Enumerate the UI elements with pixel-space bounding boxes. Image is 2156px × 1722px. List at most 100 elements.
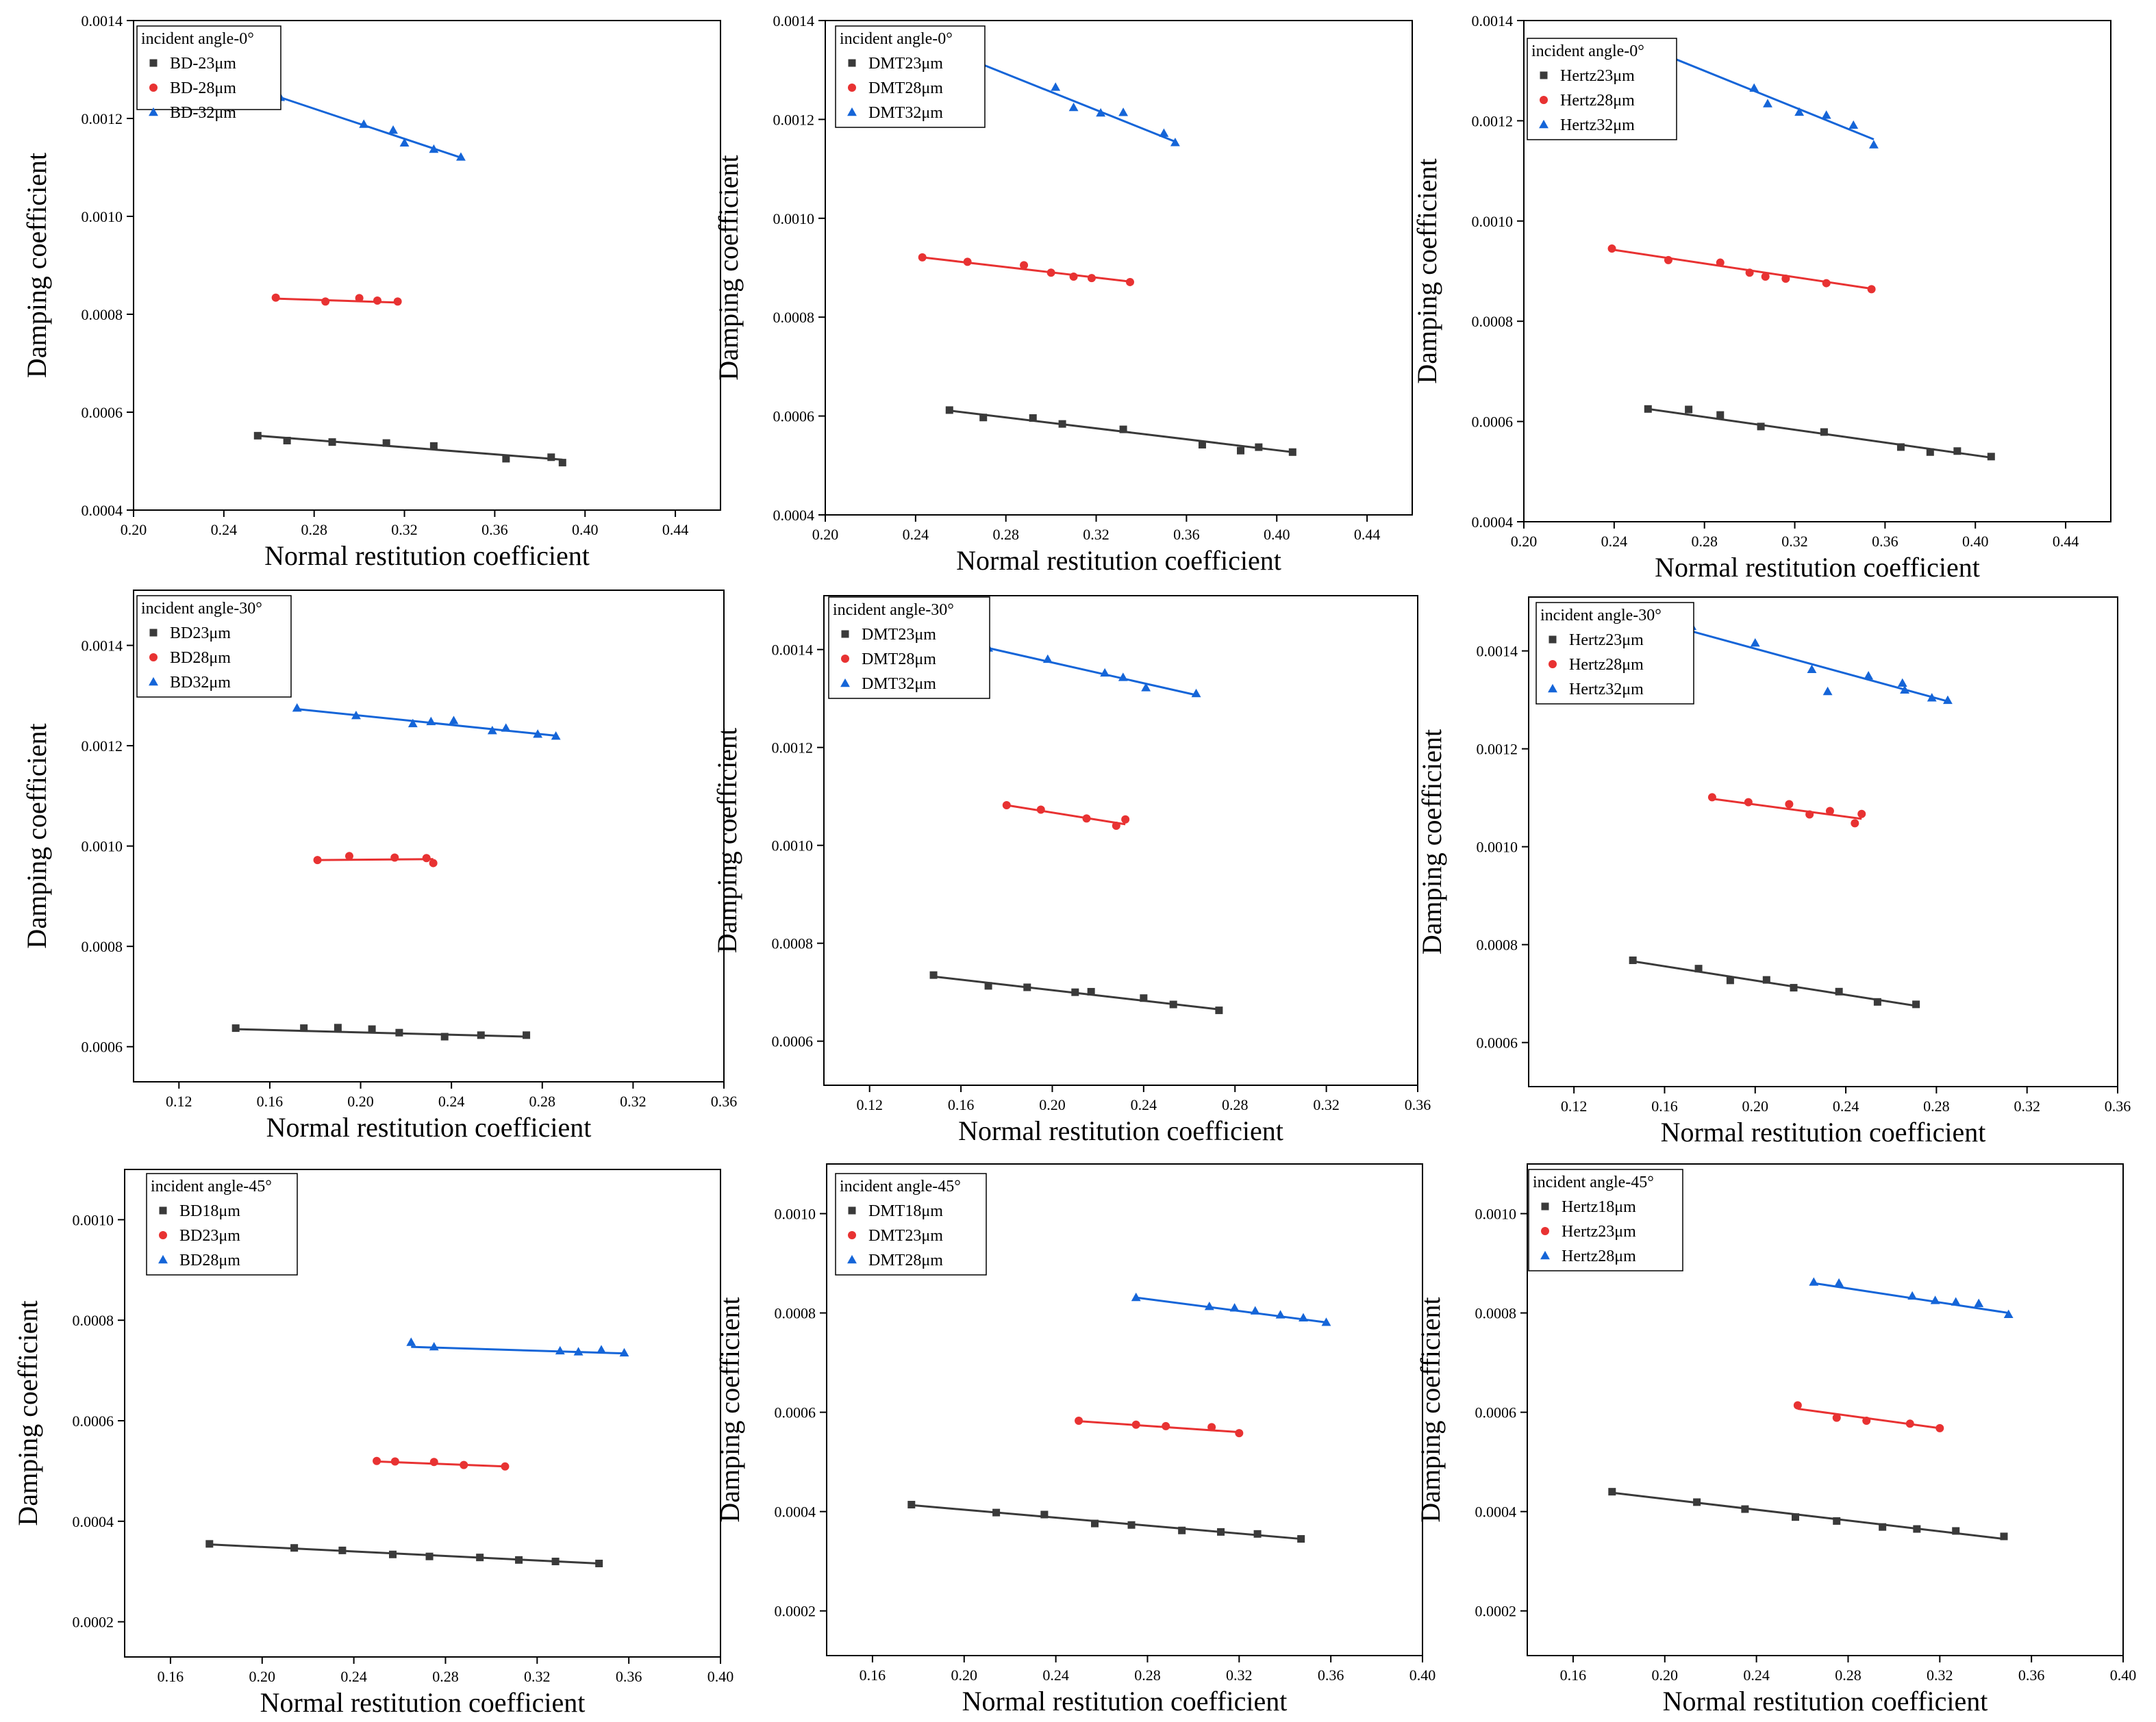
data-point-series-3 xyxy=(292,703,302,712)
data-point-series-1 xyxy=(979,414,988,422)
data-point-series-1 xyxy=(1694,965,1703,973)
data-point-series-2 xyxy=(390,853,399,862)
x-tick-label: 0.36 xyxy=(1318,1667,1344,1684)
y-tick-label: 0.0008 xyxy=(73,1312,114,1329)
x-tick-label: 0.28 xyxy=(992,526,1019,543)
data-point-series-1 xyxy=(547,453,555,461)
data-point-series-1 xyxy=(992,1508,1001,1517)
legend-marker-3 xyxy=(1539,119,1549,129)
plot-frame xyxy=(133,590,725,1082)
y-tick-label: 0.0012 xyxy=(82,737,123,755)
legend-marker-3 xyxy=(1548,683,1557,693)
y-tick-label: 0.0010 xyxy=(73,1211,114,1228)
data-point-series-1 xyxy=(1236,446,1244,455)
data-point-series-1 xyxy=(1071,988,1079,996)
data-point-series-3 xyxy=(1321,1317,1331,1326)
legend-box xyxy=(835,1173,987,1276)
legend-label: DMT32μm xyxy=(868,104,943,122)
data-point-series-2 xyxy=(355,294,364,303)
data-point-series-3 xyxy=(408,718,418,728)
data-point-series-1 xyxy=(1087,987,1095,996)
x-tick-label: 0.28 xyxy=(529,1093,556,1110)
legend-box xyxy=(136,25,281,110)
fit-line-3 xyxy=(1670,56,1875,140)
data-point-series-3 xyxy=(555,1345,565,1355)
y-tick-label: 0.0006 xyxy=(773,408,815,425)
data-point-series-3 xyxy=(1118,672,1128,681)
data-point-series-3 xyxy=(1821,110,1831,119)
data-point-series-3 xyxy=(1834,1278,1844,1287)
y-tick-label: 0.0008 xyxy=(773,309,815,326)
legend-label: Hertz28μm xyxy=(1562,1248,1636,1265)
y-tick-label: 0.0004 xyxy=(773,507,815,524)
data-point-series-2 xyxy=(1069,272,1078,281)
legend-title: incident angle-0° xyxy=(1531,42,1644,60)
x-tick-label: 0.36 xyxy=(481,521,508,538)
legend-label: Hertz18μm xyxy=(1562,1198,1636,1216)
legend-box xyxy=(835,25,986,128)
y-tick-label: 0.0014 xyxy=(1472,12,1514,29)
fit-line-3 xyxy=(297,708,556,737)
data-point-series-2 xyxy=(393,297,402,306)
legend-marker-1 xyxy=(149,59,158,67)
chart-panel-3: 0.20 0.24 0.28 0.32 0.36 0.40 0.44 0.0004 0.0006… xyxy=(1412,12,2111,583)
data-point-series-2 xyxy=(344,852,353,861)
y-tick-label: 0.0010 xyxy=(1475,1206,1517,1223)
data-point-series-1 xyxy=(1255,443,1263,451)
data-point-series-1 xyxy=(1091,1519,1099,1528)
legend-label: BD18μm xyxy=(179,1202,240,1220)
y-tick-label: 0.0012 xyxy=(773,111,815,128)
data-point-series-2 xyxy=(1935,1423,1944,1432)
data-point-series-3 xyxy=(1974,1298,1984,1307)
data-point-series-3 xyxy=(351,711,361,720)
data-point-series-1 xyxy=(1297,1535,1305,1543)
x-tick-label: 0.32 xyxy=(1083,526,1110,543)
data-point-series-3 xyxy=(2003,1309,2014,1318)
legend-marker-3 xyxy=(840,678,850,687)
data-point-series-1 xyxy=(1119,425,1127,433)
y-tick-label: 0.0004 xyxy=(775,1504,816,1521)
data-point-series-2 xyxy=(1857,809,1866,818)
data-point-series-2 xyxy=(1822,279,1831,288)
legend-title: incident angle-0° xyxy=(141,30,254,48)
data-point-series-1 xyxy=(1833,1517,1841,1525)
data-point-series-2 xyxy=(422,854,431,863)
x-tick-label: 0.20 xyxy=(347,1093,374,1110)
x-tick-label: 0.24 xyxy=(903,526,929,543)
x-tick-label: 0.24 xyxy=(1042,1667,1069,1684)
data-point-series-3 xyxy=(429,144,439,153)
data-point-series-3 xyxy=(1848,120,1859,129)
fit-line-2 xyxy=(1006,804,1126,826)
legend: incident angle-45° DMT18μm DMT23μm DMT28μm xyxy=(835,1173,987,1276)
data-point-series-1 xyxy=(338,1546,347,1554)
x-axis-title: Normal restitution coefficient xyxy=(1655,552,1980,583)
data-point-series-3 xyxy=(551,731,561,740)
data-point-series-3 xyxy=(1930,1295,1940,1304)
fit-line-1 xyxy=(258,434,563,461)
x-tick-label: 0.20 xyxy=(1511,533,1538,550)
x-tick-label: 0.36 xyxy=(2018,1667,2045,1684)
data-point-series-2 xyxy=(1761,273,1770,281)
data-point-series-1 xyxy=(1879,1523,1887,1531)
data-point-series-1 xyxy=(425,1552,434,1560)
data-point-series-3 xyxy=(359,119,369,128)
data-point-series-3 xyxy=(1275,1310,1286,1319)
data-point-series-1 xyxy=(1288,448,1296,456)
data-point-series-3 xyxy=(619,1347,629,1357)
data-point-series-3 xyxy=(1170,138,1180,147)
data-point-series-3 xyxy=(1750,638,1760,647)
x-tick-label: 0.20 xyxy=(121,521,147,538)
x-tick-label: 0.44 xyxy=(1354,526,1381,543)
data-point-series-2 xyxy=(460,1460,468,1469)
chart-panel-4: 0.12 0.16 0.20 0.24 0.28 0.32 0.36 0.0006 0.0008… xyxy=(21,590,737,1143)
legend-label: DMT28μm xyxy=(868,79,943,97)
x-tick-label: 0.36 xyxy=(1872,533,1898,550)
data-point-series-2 xyxy=(1744,798,1753,807)
data-point-series-2 xyxy=(1002,801,1011,810)
data-point-series-2 xyxy=(1020,261,1029,270)
chart-panel-6: 0.12 0.16 0.20 0.24 0.28 0.32 0.36 0.0006 0.0008… xyxy=(1416,596,2131,1148)
x-tick-label: 0.20 xyxy=(812,526,839,543)
data-point-series-1 xyxy=(300,1024,308,1033)
y-tick-label: 0.0010 xyxy=(1472,213,1514,230)
legend-label: Hertz28μm xyxy=(1569,656,1644,674)
